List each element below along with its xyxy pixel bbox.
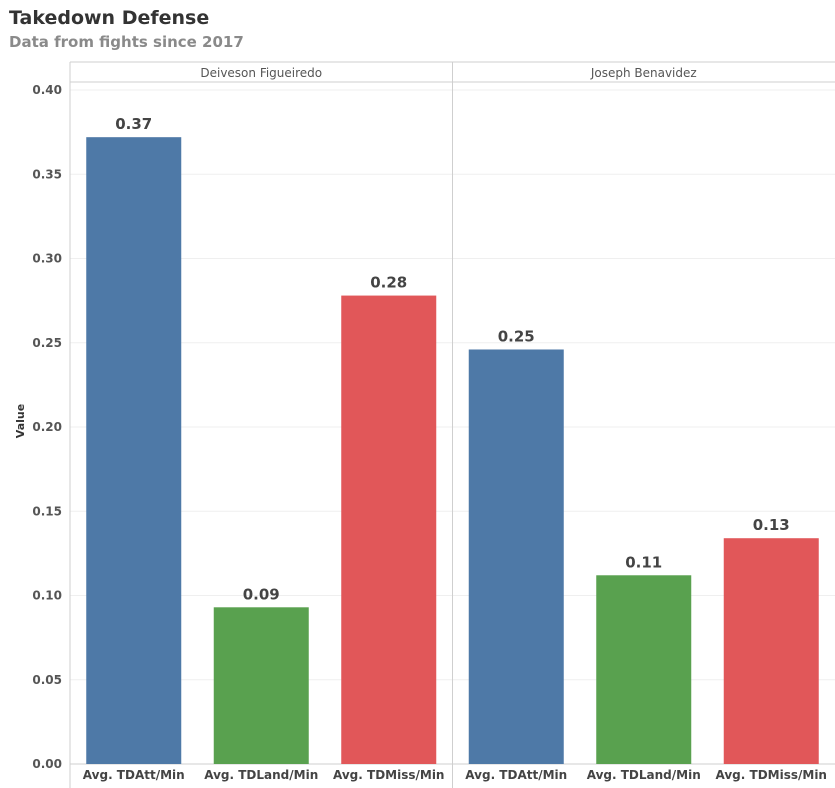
y-tick-label: 0.40 — [32, 83, 62, 97]
chart-title: Takedown Defense — [9, 7, 210, 29]
y-tick-label: 0.05 — [32, 673, 62, 687]
bar — [341, 295, 437, 764]
y-tick-label: 0.30 — [32, 252, 62, 266]
x-tick-label: Avg. TDMiss/Min — [333, 768, 444, 782]
data-label: 0.28 — [370, 274, 407, 292]
bar — [723, 538, 819, 764]
panel-header: Deiveson Figueiredo — [200, 66, 322, 80]
y-axis-title: Value — [14, 404, 27, 438]
data-label: 0.37 — [115, 115, 152, 133]
data-label: 0.25 — [498, 327, 535, 345]
x-tick-label: Avg. TDAtt/Min — [465, 768, 567, 782]
x-tick-label: Avg. TDLand/Min — [587, 768, 701, 782]
bar — [596, 575, 692, 764]
y-tick-label: 0.35 — [32, 167, 62, 181]
y-tick-label: 0.20 — [32, 420, 62, 434]
data-label: 0.09 — [243, 585, 280, 603]
x-tick-label: Avg. TDAtt/Min — [83, 768, 185, 782]
x-tick-label: Avg. TDMiss/Min — [716, 768, 827, 782]
y-tick-label: 0.00 — [32, 757, 62, 771]
y-tick-label: 0.15 — [32, 504, 62, 518]
chart-subtitle: Data from fights since 2017 — [9, 33, 244, 51]
x-tick-label: Avg. TDLand/Min — [204, 768, 318, 782]
data-label: 0.13 — [753, 516, 790, 534]
data-label: 0.11 — [625, 553, 662, 571]
panel-header: Joseph Benavidez — [590, 66, 697, 80]
bar — [213, 607, 309, 764]
bar — [468, 349, 564, 764]
y-tick-label: 0.10 — [32, 589, 62, 603]
y-tick-label: 0.25 — [32, 336, 62, 350]
bar — [86, 137, 182, 764]
